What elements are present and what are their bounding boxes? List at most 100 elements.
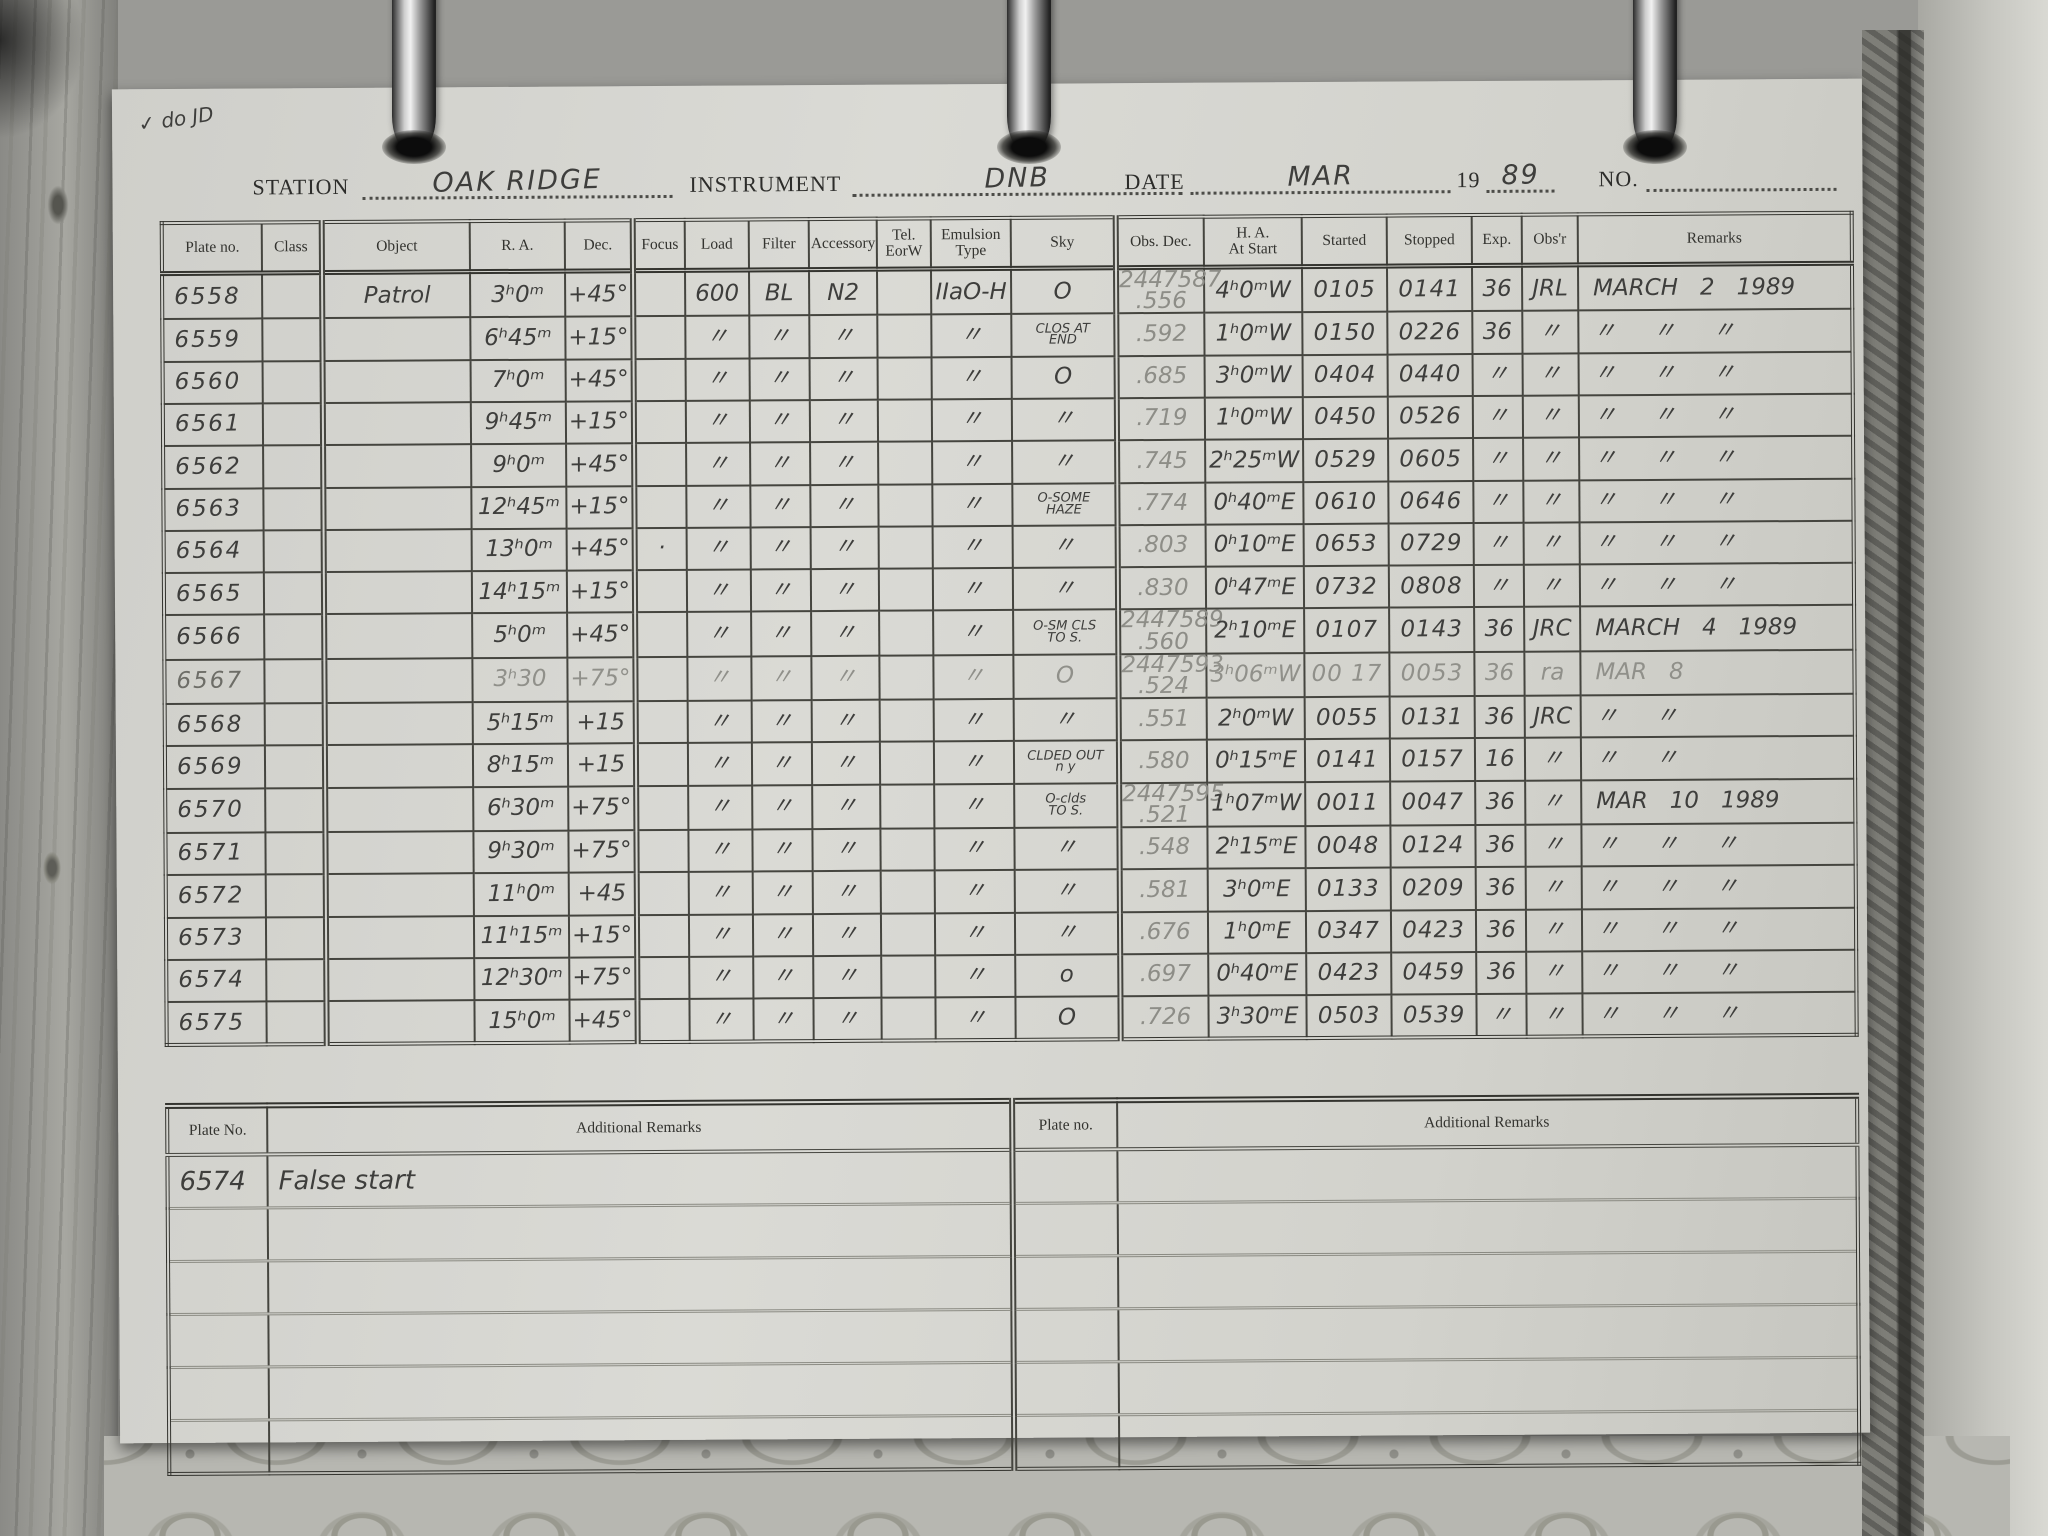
cell-stopped: 0157: [1389, 738, 1476, 782]
footer-plate-right: [1012, 1149, 1118, 1204]
cell-class: [262, 360, 323, 404]
col-header-remarks: Remarks: [1577, 212, 1852, 265]
cell-obs-dec: .726: [1120, 995, 1209, 1040]
cell-started: 0105: [1301, 266, 1388, 313]
cell-dec: +15°: [566, 485, 635, 529]
footer-plate-left-label: Plate No.: [167, 1105, 268, 1156]
cell-tel-eorw: [877, 399, 933, 442]
cell-dec: +75°: [568, 830, 637, 873]
station-label: STATION: [252, 173, 350, 200]
cell-plate-no: 6565: [163, 572, 265, 616]
cell-sky: CLDED OUT n y: [1013, 740, 1120, 784]
cell-sky: CLOS AT END: [1011, 313, 1117, 357]
cell-tel-eorw: [876, 268, 932, 315]
cell-class: [265, 831, 326, 875]
cell-plate-no: 6574: [166, 959, 267, 1003]
cell-started: 0141: [1304, 738, 1391, 782]
cell-obs-dec: .580: [1118, 739, 1208, 783]
cell-started: 0011: [1305, 781, 1391, 827]
cell-emulsion: 〃: [935, 996, 1016, 1041]
cell-ra: 12ʰ45ᵐ: [471, 486, 567, 529]
cell-plate-no: 6563: [163, 487, 264, 531]
cell-obs-dec: .719: [1116, 397, 1206, 441]
cell-stopped: 0141: [1386, 265, 1473, 312]
cell-obs-dec: .774: [1117, 482, 1206, 526]
cell-ha-at-start: 1ʰ0ᵐW: [1204, 396, 1304, 440]
cell-stopped: 0423: [1390, 909, 1477, 953]
cell-exp: 36: [1475, 824, 1526, 868]
footer-remark-value: [268, 1309, 1014, 1367]
cell-dec: +45°: [565, 358, 634, 402]
cell-observer: 〃: [1526, 993, 1583, 1038]
cell-observer: 〃: [1525, 908, 1583, 952]
cell-emulsion: 〃: [934, 912, 1016, 956]
cell-observer: JRC: [1524, 695, 1581, 739]
cell-started: 0653: [1303, 523, 1389, 567]
cell-focus: [634, 485, 687, 528]
cell-ha-at-start: 0ʰ40ᵐE: [1208, 952, 1307, 996]
cell-object: [324, 657, 473, 704]
cell-ha-at-start: 0ʰ15ᵐE: [1206, 739, 1306, 783]
cell-class: [263, 487, 324, 531]
cell-started: 0048: [1305, 825, 1391, 869]
cell-emulsion: 〃: [934, 870, 1015, 913]
cell-load: 〃: [686, 569, 752, 613]
cell-remarks: 〃 〃: [1580, 736, 1856, 781]
cell-object: [323, 486, 472, 530]
cell-observer: 〃: [1525, 824, 1582, 867]
cell-sky: O: [1013, 653, 1119, 699]
cell-started: 00 17: [1304, 652, 1390, 698]
cell-started: 0529: [1303, 438, 1389, 482]
footer-remark-right: [1117, 1144, 1858, 1203]
cell-remarks: 〃 〃 〃: [1579, 435, 1854, 480]
cell-accessory: 〃: [809, 314, 878, 358]
cell-accessory: 〃: [810, 484, 879, 527]
cell-exp: 36: [1474, 695, 1525, 739]
cell-class: [264, 658, 325, 704]
col-header-ha-at-start: H. A. At Start: [1203, 216, 1302, 268]
cell-remarks: 〃 〃 〃: [1581, 864, 1856, 909]
footer-plate-value: [168, 1366, 270, 1421]
cell-emulsion: 〃: [932, 441, 1013, 484]
cell-plate-no: 6569: [164, 745, 266, 789]
cell-ha-at-start: 0ʰ47ᵐE: [1205, 566, 1305, 610]
cell-plate-no: 6560: [162, 361, 263, 404]
cell-ra: 12ʰ30ᵐ: [474, 957, 570, 1001]
cell-remarks: 〃 〃 〃: [1579, 478, 1854, 523]
cell-started: 0503: [1306, 994, 1392, 1039]
cell-class: [264, 745, 326, 789]
cell-sky: O-SM CLS TO S.: [1013, 609, 1119, 655]
cell-accessory: 〃: [810, 441, 879, 485]
col-header-load: Load: [684, 219, 749, 271]
cell-ra: 6ʰ45ᵐ: [470, 316, 566, 360]
cell-accessory: 〃: [810, 526, 879, 570]
cell-dec: +15°: [565, 401, 635, 444]
footer-plate-value: 6574: [167, 1154, 268, 1209]
cell-tel-eorw: [881, 955, 936, 998]
cell-plate-no: 6559: [162, 318, 263, 362]
cell-ra: 3ʰ0ᵐ: [470, 271, 566, 318]
cell-ha-at-start: 2ʰ0ᵐW: [1206, 697, 1305, 740]
cell-plate-no: 6573: [165, 916, 267, 960]
cell-filter: 〃: [752, 871, 813, 914]
cell-load: 〃: [688, 913, 754, 957]
cell-remarks: 〃 〃 〃: [1582, 991, 1857, 1037]
cell-emulsion: 〃: [935, 954, 1016, 998]
cell-class: [266, 958, 327, 1002]
cell-object: [324, 702, 473, 746]
cell-ha-at-start: 3ʰ0ᵐE: [1207, 868, 1306, 912]
cell-exp: 36: [1474, 607, 1525, 652]
cell-load: 〃: [685, 315, 750, 359]
cell-focus: [635, 656, 688, 702]
observation-table: Plate no. Class Object R. A. Dec. Focus Load Fi…: [159, 210, 1859, 1048]
cell-remarks: MAR 10 1989: [1581, 778, 1856, 825]
footer-remark-right: [1118, 1410, 1860, 1469]
cell-object: [323, 444, 472, 488]
cell-started: 0347: [1305, 910, 1392, 953]
cell-observer: 〃: [1523, 522, 1580, 565]
col-header-class: Class: [261, 222, 323, 273]
cell-observer: 〃: [1525, 780, 1582, 825]
cell-ha-at-start: 3ʰ30ᵐE: [1208, 995, 1307, 1040]
cell-emulsion: 〃: [932, 567, 1014, 611]
cell-object: [325, 831, 474, 875]
